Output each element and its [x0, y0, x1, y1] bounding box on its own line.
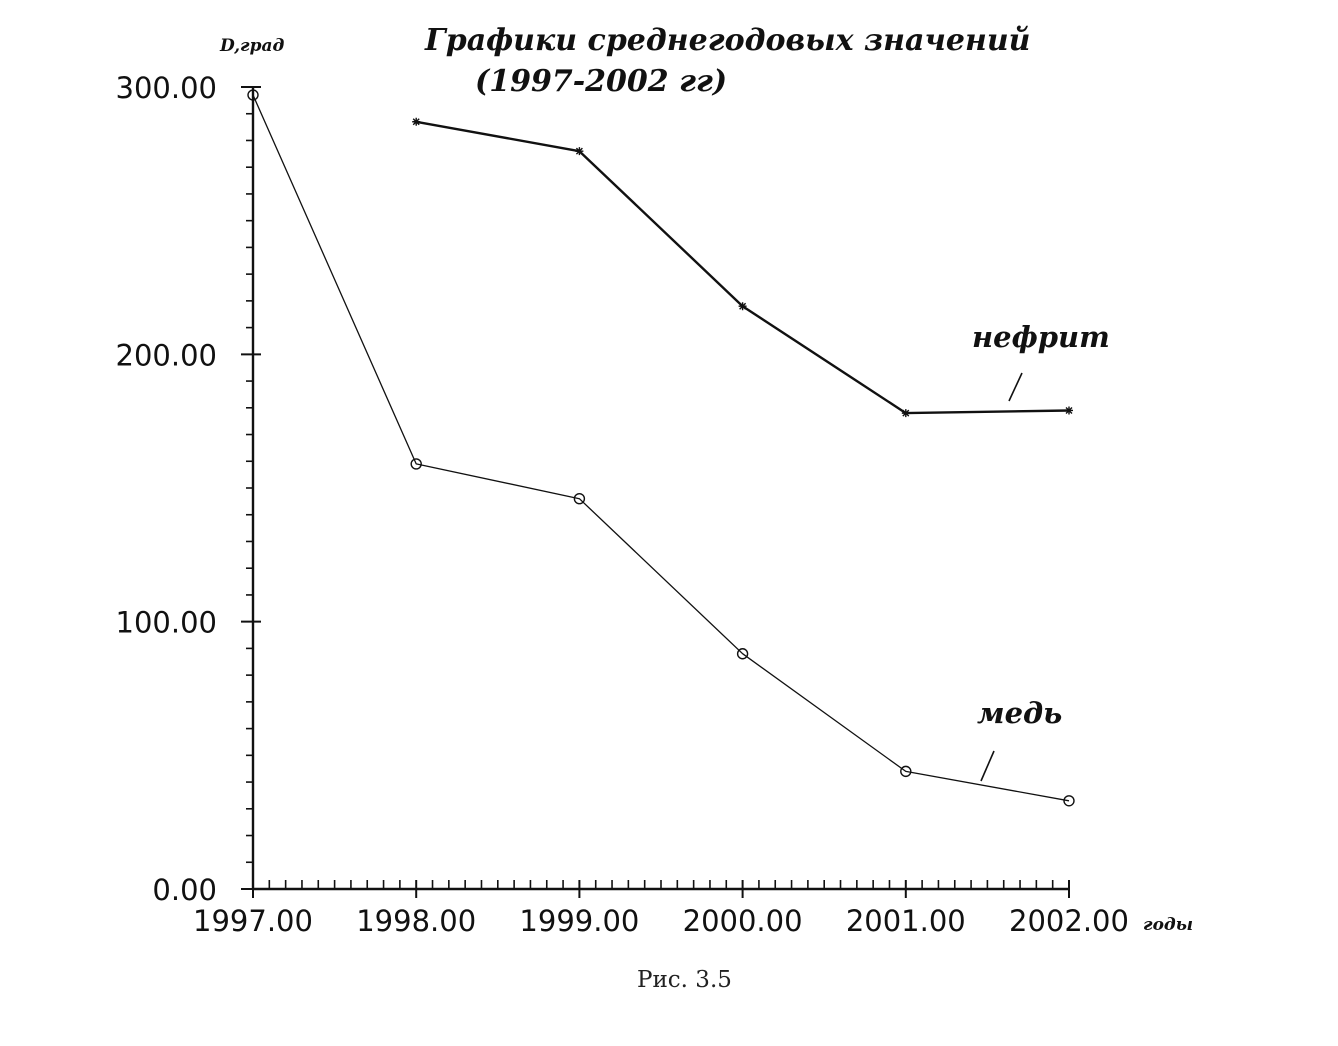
x-tick-label: 1999.00: [519, 904, 639, 938]
data-point-marker: [410, 458, 422, 470]
data-point-marker: [247, 89, 259, 101]
data-point-marker: [412, 117, 421, 126]
y-tick-label: 300.00: [116, 71, 217, 105]
data-point-marker: [901, 409, 910, 418]
x-tick-label: 2001.00: [846, 904, 966, 938]
series-label-copper-pointer: [980, 750, 995, 782]
chart-subtitle: (1997-2002 гг): [475, 64, 727, 99]
y-tick-label: 0.00: [152, 873, 217, 907]
x-tick-label: 1998.00: [356, 904, 476, 938]
data-point-marker: [573, 492, 586, 505]
data-point-marker: [736, 648, 749, 660]
y-tick-label: 100.00: [116, 606, 217, 640]
series-line-0: [415, 120, 1070, 415]
series-layer: [247, 89, 1075, 807]
series-label-nephrite-pointer: [1008, 372, 1023, 402]
series-label-copper: медь: [977, 696, 1062, 730]
data-point-marker: [1063, 795, 1075, 807]
figure-caption: Рис. 3.5: [637, 967, 732, 993]
data-point-marker: [1065, 406, 1073, 415]
x-tick-label: 2002.00: [1009, 904, 1129, 938]
series-label-nephrite: нефрит: [972, 320, 1110, 354]
x-tick-label: 2000.00: [683, 904, 803, 938]
data-point-marker: [575, 147, 584, 156]
data-point-marker: [900, 765, 912, 778]
data-point-marker: [738, 302, 747, 311]
x-tick-label: 1997.00: [193, 904, 313, 938]
chart-title: Графики среднегодовых значений: [424, 23, 1031, 58]
x-axis-title: годы: [1143, 915, 1193, 935]
y-tick-label: 200.00: [116, 338, 217, 372]
series-line-1: [252, 94, 1070, 802]
y-axis-title: D,град: [219, 36, 285, 56]
axes: 1997.00 1998.00 1999.00 2000.00 2001.00 2002.…: [116, 71, 1129, 938]
